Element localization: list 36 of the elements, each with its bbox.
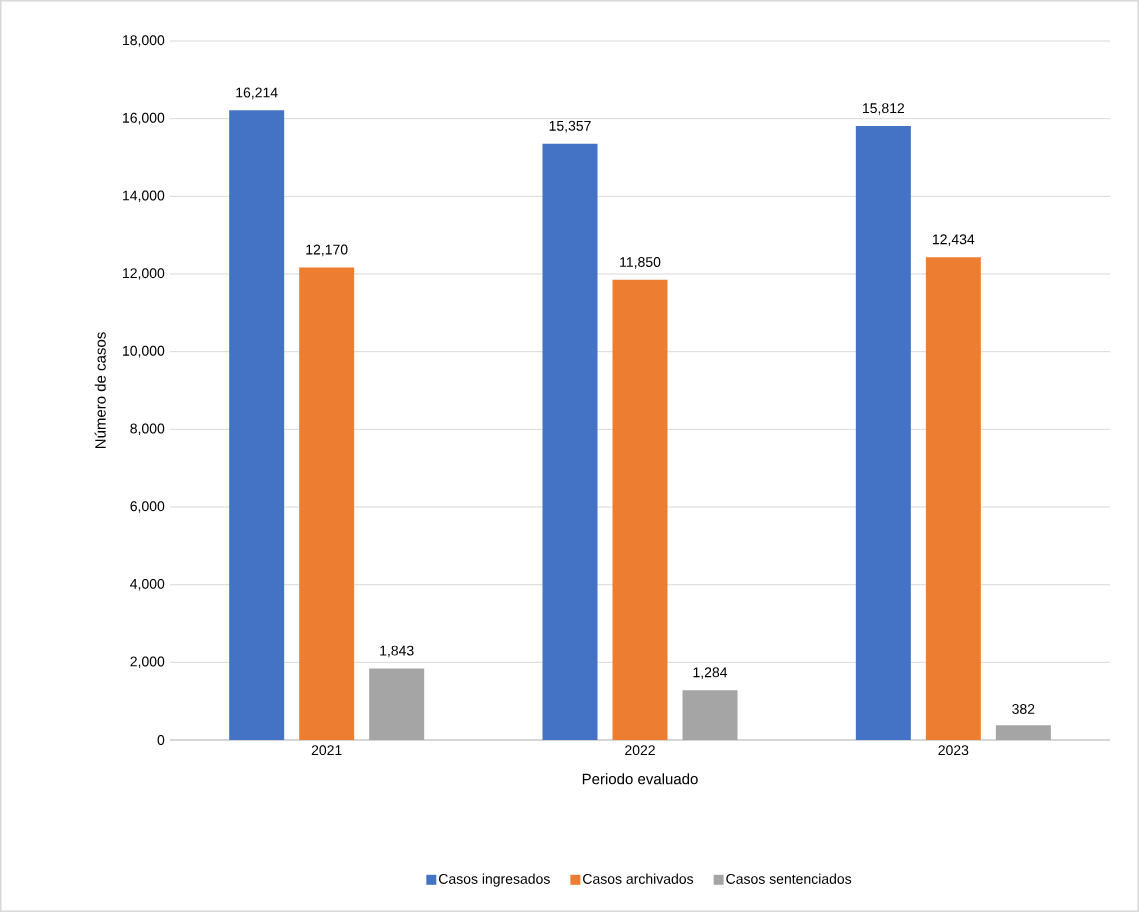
y-tick-label: 12,000 <box>123 268 165 280</box>
y-tick-label: 18,000 <box>123 35 165 47</box>
bar <box>855 125 911 740</box>
legend-label: Casos sentenciados <box>726 873 852 884</box>
bar <box>229 110 285 740</box>
y-tick-label: 10,000 <box>123 345 165 358</box>
x-tick-label: 2022 <box>625 745 655 756</box>
data-label: 12,170 <box>306 244 348 257</box>
data-label: 16,214 <box>236 87 278 100</box>
data-label: 15,357 <box>549 120 591 133</box>
x-tick-label: 2021 <box>311 745 342 756</box>
legend-label: Casos archivados <box>583 873 694 884</box>
y-tick-label: 0 <box>157 735 165 745</box>
data-label: 15,812 <box>862 103 905 115</box>
data-label: 1,843 <box>380 645 414 658</box>
bar <box>299 267 355 740</box>
y-tick-label: 2,000 <box>130 656 165 669</box>
data-label: 12,434 <box>933 234 975 246</box>
legend-label: Casos ingresados <box>439 873 550 887</box>
x-axis-title: Periodo evaluado <box>582 773 698 785</box>
bar <box>925 257 981 740</box>
y-tick-label: 16,000 <box>123 112 165 125</box>
y-tick-label: 4,000 <box>130 578 165 591</box>
bar <box>542 143 598 740</box>
y-tick-label: 14,000 <box>123 190 165 203</box>
data-label: 1,284 <box>693 667 728 679</box>
y-tick-label: 8,000 <box>130 423 165 436</box>
bar <box>682 690 738 740</box>
bar <box>995 725 1051 740</box>
data-label: 382 <box>1012 704 1035 714</box>
bar <box>369 668 425 740</box>
bar <box>612 279 668 740</box>
x-tick-label: 2023 <box>938 745 969 756</box>
data-label: 11,850 <box>620 257 661 269</box>
y-tick-label: 6,000 <box>130 501 165 513</box>
y-axis-title: Número de casos <box>94 332 106 449</box>
